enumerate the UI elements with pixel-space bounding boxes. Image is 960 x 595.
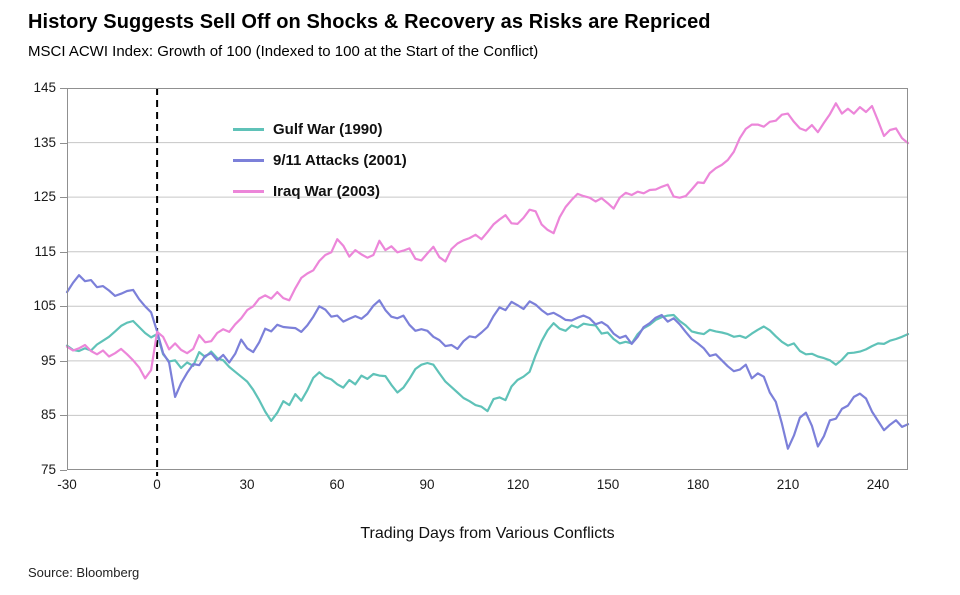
y-tick-label: 135: [33, 135, 56, 150]
gridlines: [67, 142, 908, 416]
y-tick-mark: [60, 88, 67, 89]
plot-border: [67, 88, 908, 470]
y-tick-label: 95: [40, 353, 56, 368]
y-tick-label: 145: [33, 80, 56, 95]
legend-item-iraq-war: Iraq War (2003): [233, 176, 407, 207]
legend-item-gulf-war: Gulf War (1990): [233, 114, 407, 145]
x-tick-label: 210: [776, 477, 800, 492]
legend-swatch-gulf-war: [233, 128, 264, 131]
y-tick-mark: [60, 361, 67, 362]
x-tick-label: 30: [239, 477, 255, 492]
y-tick-mark: [60, 143, 67, 144]
x-tick-label: 150: [596, 477, 620, 492]
x-tick-label: 240: [866, 477, 890, 492]
plot-svg: [65, 88, 910, 476]
y-tick-mark: [60, 470, 67, 471]
y-tick-label: 115: [34, 244, 56, 259]
y-tick-label: 105: [33, 298, 56, 313]
x-tick-label: 0: [153, 477, 161, 492]
series-911-attacks-line: [65, 274, 910, 450]
legend-swatch-iraq-war: [233, 190, 264, 193]
source-note: Source: Bloomberg: [28, 565, 140, 580]
y-tick-mark: [60, 252, 67, 253]
x-tick-label: 120: [506, 477, 530, 492]
chart-subtitle: MSCI ACWI Index: Growth of 100 (Indexed …: [28, 43, 539, 60]
x-tick-label: 180: [686, 477, 710, 492]
y-tick-mark: [60, 415, 67, 416]
y-tick-label: 125: [33, 189, 56, 204]
x-axis-title: Trading Days from Various Conflicts: [360, 525, 615, 542]
legend-label-gulf-war: Gulf War (1990): [273, 121, 383, 138]
chart-title: History Suggests Sell Off on Shocks & Re…: [28, 11, 711, 33]
plot-area: Gulf War (1990) 9/11 Attacks (2001) Iraq…: [65, 88, 910, 476]
series-gulf-war-line: [65, 313, 910, 422]
legend: Gulf War (1990) 9/11 Attacks (2001) Iraq…: [233, 114, 407, 207]
y-tick-label: 75: [40, 462, 56, 477]
x-tick-label: 90: [419, 477, 435, 492]
legend-swatch-911-attacks: [233, 159, 264, 162]
y-tick-mark: [60, 306, 67, 307]
x-tick-label: -30: [57, 477, 77, 492]
legend-item-911-attacks: 9/11 Attacks (2001): [233, 145, 407, 176]
y-tick-label: 85: [40, 407, 56, 422]
y-tick-mark: [60, 197, 67, 198]
legend-label-911-attacks: 9/11 Attacks (2001): [273, 152, 407, 169]
series-iraq-war-line: [65, 102, 910, 380]
legend-label-iraq-war: Iraq War (2003): [273, 183, 380, 200]
x-tick-label: 60: [329, 477, 345, 492]
